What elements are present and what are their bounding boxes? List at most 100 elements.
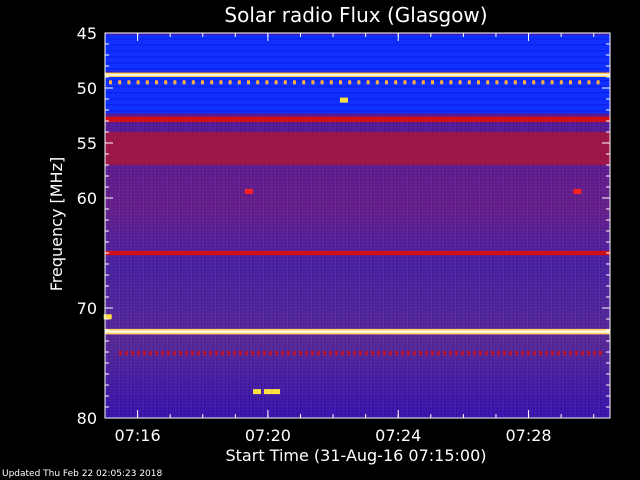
band-7-dot	[209, 350, 212, 356]
band-2-line-1	[105, 86, 610, 88]
burst-5	[272, 389, 281, 395]
band-0-line-3	[105, 56, 610, 58]
band-7-dot	[197, 350, 200, 356]
x-tick-label-07:24: 07:24	[375, 426, 421, 445]
band-hot-dot	[587, 80, 591, 85]
band-7-dot	[515, 350, 518, 356]
band-7-dot	[401, 350, 404, 356]
band-hot-dot	[559, 80, 563, 85]
band-7-dot	[503, 350, 506, 356]
band-hot-dot	[550, 80, 554, 85]
burst-0	[244, 188, 253, 194]
band-5	[105, 250, 610, 256]
band-7-dot	[347, 350, 350, 356]
band-7-dot	[497, 350, 500, 356]
band-0-line-4	[105, 62, 610, 64]
band-7-dot	[311, 350, 314, 356]
band-7-dot	[185, 350, 188, 356]
y-tick-label-70: 70	[77, 299, 97, 318]
band-7-dot	[509, 350, 512, 356]
x-tick-label-07:20: 07:20	[245, 426, 291, 445]
band-7-dot	[557, 350, 560, 356]
band-7-dot	[257, 350, 260, 356]
band-7-dot	[527, 350, 530, 356]
band-2-line-2	[105, 92, 610, 94]
band-7-dot	[233, 350, 236, 356]
band-hot-dot	[283, 80, 287, 85]
band-hot-dot	[237, 80, 241, 85]
chart-title: Solar radio Flux (Glasgow)	[224, 3, 487, 27]
band-7-dot	[461, 350, 464, 356]
band-hot-dot	[578, 80, 582, 85]
band-7-dot	[455, 350, 458, 356]
band-7-dot	[575, 350, 578, 356]
band-7-dot	[491, 350, 494, 356]
band-hot-dot	[504, 80, 508, 85]
band-7-dot	[305, 350, 308, 356]
band-7-dot	[449, 350, 452, 356]
band-0	[105, 35, 610, 72]
band-7-dot	[251, 350, 254, 356]
band-0-line-0	[105, 38, 610, 40]
band-7-dot	[485, 350, 488, 356]
band-hot-dot	[182, 80, 186, 85]
band-hot-dot	[127, 80, 131, 85]
band-hot-dot	[320, 80, 324, 85]
band-7-dot	[263, 350, 266, 356]
band-7-dot	[539, 350, 542, 356]
band-hot-dot	[541, 80, 545, 85]
band-4	[105, 132, 610, 165]
band-7-dot	[533, 350, 536, 356]
band-7-dot	[173, 350, 176, 356]
band-7-dot	[317, 350, 320, 356]
band-hot-dot	[357, 80, 361, 85]
band-7-dot	[287, 350, 290, 356]
band-7-dot	[389, 350, 392, 356]
band-7-dot	[179, 350, 182, 356]
band-hot-dot	[164, 80, 168, 85]
band-7-dot	[569, 350, 572, 356]
band-7-dot	[125, 350, 128, 356]
band-7-dot	[275, 350, 278, 356]
band-7-dot	[137, 350, 140, 356]
band-hot-dot	[486, 80, 490, 85]
band-7-dot	[551, 350, 554, 356]
band-7-dot	[479, 350, 482, 356]
band-hot-dot	[201, 80, 204, 85]
band-3	[105, 116, 610, 123]
band-7-dot	[521, 350, 524, 356]
band-7-dot	[161, 350, 164, 356]
x-tick-label-07:28: 07:28	[505, 426, 551, 445]
band-hot-dot	[118, 80, 122, 85]
band-7-dot	[281, 350, 284, 356]
burst-3	[253, 389, 262, 395]
band-hot-dot	[293, 80, 296, 85]
band-hot-dot	[366, 80, 370, 85]
frequency-bands	[105, 35, 610, 356]
burst-6	[103, 314, 112, 320]
band-7-dot	[329, 350, 332, 356]
band-7-dot	[353, 350, 356, 356]
band-0-line-1	[105, 44, 610, 46]
band-7-dot	[371, 350, 374, 356]
band-hot-dot	[274, 80, 278, 85]
band-7-dot	[395, 350, 398, 356]
band-7-dot	[269, 350, 272, 356]
band-2-line-4	[105, 104, 610, 106]
band-7-dot	[365, 350, 368, 356]
band-hot-dot	[375, 80, 379, 85]
band-hot-dot	[385, 80, 388, 85]
band-hot-dot	[109, 80, 112, 85]
band-hot-dot	[523, 80, 526, 85]
band-hot-dot	[440, 80, 444, 85]
band-hot-dot	[136, 80, 140, 85]
x-axis-ticks: 07:16 07:20 07:24 07:28	[104, 33, 595, 445]
band-hot-dot	[228, 80, 232, 85]
burst-2	[339, 97, 348, 103]
band-7-dot	[377, 350, 380, 356]
band-7-dot	[593, 350, 596, 356]
band-2-line-5	[105, 110, 610, 112]
band-hot-dot	[458, 80, 462, 85]
band-7-dot	[419, 350, 422, 356]
